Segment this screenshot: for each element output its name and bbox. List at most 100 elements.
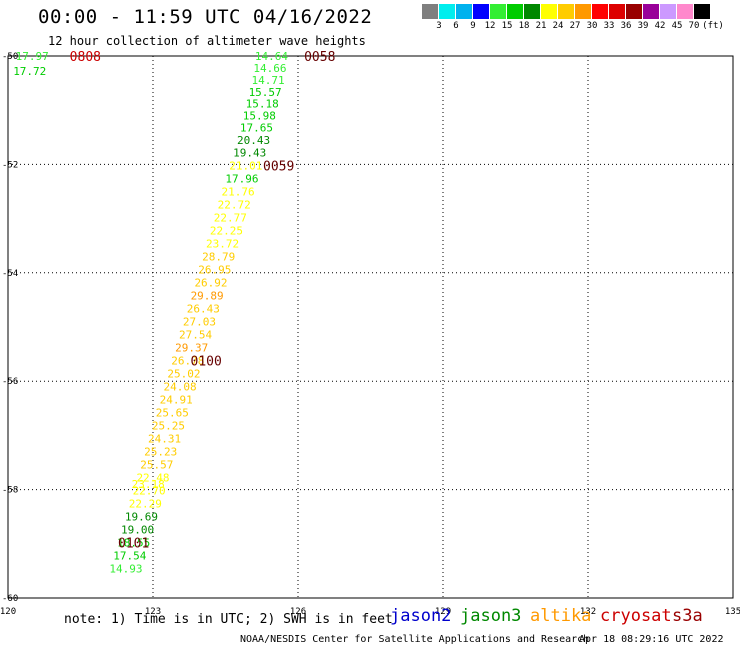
y-tick-label: -50	[2, 52, 18, 62]
swh-value-label: 22.70	[133, 485, 166, 498]
swh-value-label: 14.64	[255, 50, 288, 63]
swh-value-label: 26.43	[187, 303, 220, 316]
swh-value-label: 19.69	[125, 511, 158, 524]
swh-value-label: 17.65	[240, 122, 273, 135]
swh-value-label: 14.71	[251, 74, 284, 87]
time-marker-label: 0059	[263, 159, 294, 174]
swh-value-label: 22.72	[218, 199, 251, 212]
swh-value-label: 17.54	[113, 550, 146, 563]
units-note: note: 1) Time is in UTC; 2) SWH is in fe…	[64, 612, 393, 627]
color-scale-label: 36	[620, 21, 632, 31]
time-marker-label: 0058	[304, 50, 335, 65]
swh-value-label: 25.23	[144, 446, 177, 459]
color-swatch	[660, 4, 677, 19]
x-tick-label: 120	[0, 607, 16, 617]
swh-value-label: 25.02	[167, 368, 200, 381]
credit-text: NOAA/NESDIS Center for Satellite Applica…	[240, 634, 590, 645]
y-tick-label: -60	[2, 594, 18, 604]
color-swatch	[592, 4, 609, 19]
swh-value-label: 22.29	[129, 498, 162, 511]
color-scale-label: 39	[637, 21, 649, 31]
color-scale-label: 24	[552, 21, 564, 31]
swh-value-label: 21.76	[222, 186, 255, 199]
swh-value-label: 14.66	[253, 62, 286, 75]
color-scale-label: 15	[501, 21, 513, 31]
swh-value-label: 25.57	[140, 459, 173, 472]
color-swatch	[473, 4, 490, 19]
color-scale-label: 3	[436, 21, 442, 31]
swh-value-label: 26.92	[194, 277, 227, 290]
color-scale-label: 21	[535, 21, 547, 31]
color-swatch	[677, 4, 694, 19]
y-tick-label: -56	[2, 377, 18, 387]
x-tick-label: 123	[145, 607, 161, 617]
color-scale-label: 27	[569, 21, 581, 31]
swh-value-label: 26.95	[198, 264, 231, 277]
swh-value-label: 17.72	[13, 65, 46, 78]
color-scale-label: 6	[453, 21, 459, 31]
color-swatch	[609, 4, 626, 19]
swh-value-label: 25.65	[156, 407, 189, 420]
color-swatch	[439, 4, 456, 19]
page-title: 00:00 - 11:59 UTC 04/16/2022	[38, 6, 373, 28]
x-tick-label: 129	[435, 607, 451, 617]
swh-value-label: 14.93	[109, 563, 142, 576]
swh-value-label: 24.31	[148, 433, 181, 446]
swh-value-label: 29.37	[175, 342, 208, 355]
swh-value-label: 17.97	[16, 50, 49, 63]
color-scale-label: 45	[671, 21, 683, 31]
color-scale-label: 30	[586, 21, 598, 31]
time-marker-label: 0100	[191, 355, 222, 370]
swh-value-label: 17.96	[225, 172, 258, 185]
swh-value-label: 27.03	[183, 316, 216, 329]
legend-jason3: jason3	[460, 606, 522, 626]
generated-timestamp: Apr 18 08:29:16 UTC 2022	[579, 634, 724, 645]
swh-value-label: 26.78	[171, 355, 204, 368]
page-subtitle: 12 hour collection of altimeter wave hei…	[48, 34, 366, 48]
color-swatch	[524, 4, 541, 19]
color-swatch	[558, 4, 575, 19]
swh-value-label: 22.25	[210, 225, 243, 238]
legend-jason2: jason2	[390, 606, 452, 626]
color-scale-unit: (ft)	[702, 21, 724, 31]
swh-value-label: 20.43	[237, 134, 270, 147]
time-marker-label: 0808	[70, 50, 101, 65]
color-swatch	[541, 4, 558, 19]
color-scale-label: 9	[470, 21, 476, 31]
color-swatch	[456, 4, 473, 19]
swh-value-label: 19.43	[233, 146, 266, 159]
x-tick-label: 132	[580, 607, 596, 617]
plot-frame	[7, 55, 734, 599]
color-swatch	[422, 4, 439, 19]
color-scale-label: 70	[688, 21, 700, 31]
color-scale-label: 42	[654, 21, 666, 31]
swh-value-label: 22.77	[214, 212, 247, 225]
x-tick-label: 126	[290, 607, 306, 617]
y-tick-label: -58	[2, 486, 18, 496]
color-swatch	[490, 4, 507, 19]
time-marker-label: 0101	[118, 537, 149, 552]
color-swatch	[643, 4, 660, 19]
y-tick-label: -54	[2, 269, 18, 279]
color-swatch	[626, 4, 643, 19]
swh-value-label: 25.25	[152, 420, 185, 433]
swh-value-label: 23.18	[132, 478, 165, 491]
swh-value-label: 29.89	[191, 290, 224, 303]
swh-value-label: 28.79	[202, 251, 235, 264]
x-tick-label: 135	[725, 607, 740, 617]
color-swatch	[694, 4, 711, 19]
swh-value-label: 21.01	[229, 159, 262, 172]
swh-value-label: 15.57	[249, 86, 282, 99]
color-swatch	[507, 4, 524, 19]
swh-value-label: 15.18	[246, 98, 279, 111]
legend-cryosat: cryosat	[600, 606, 672, 626]
swh-value-label: 19.00	[121, 524, 154, 537]
swh-value-label: 24.08	[164, 381, 197, 394]
swh-value-label: 23.72	[206, 238, 239, 251]
swh-value-label: 18.55	[117, 537, 150, 550]
swh-value-label: 15.98	[243, 110, 276, 123]
color-swatch	[575, 4, 592, 19]
color-scale-label: 33	[603, 21, 615, 31]
legend-altika: altika	[530, 606, 592, 626]
